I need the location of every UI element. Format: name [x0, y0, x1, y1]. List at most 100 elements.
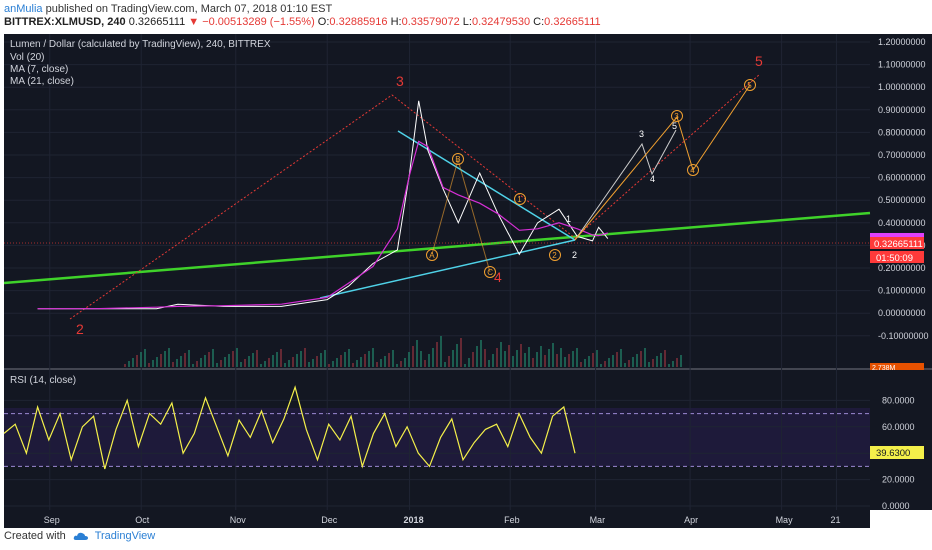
legend-title: Lumen / Dollar (calculated by TradingVie… [10, 39, 271, 50]
abc-label-a-circle [426, 249, 438, 261]
volume-bar [676, 358, 678, 367]
volume-bar [192, 364, 194, 367]
volume-bar [648, 362, 650, 367]
rsi-line[interactable] [3, 385, 576, 470]
circled-wave-label: 1 [517, 195, 522, 204]
rsi-badge [870, 446, 924, 459]
legend-ma21[interactable]: MA (21, close) [10, 76, 74, 87]
price-tick-label: 0.80000000 [878, 127, 926, 137]
volume-bar [268, 358, 270, 367]
abc-path[interactable] [431, 158, 491, 273]
low-label: L: [462, 16, 472, 28]
volume-bar [160, 354, 162, 367]
price-tick-label: 0.50000000 [878, 195, 926, 205]
volume-bar [324, 350, 326, 367]
volume-bar [488, 360, 490, 367]
volume-bar [172, 362, 174, 367]
circled-wave-label: 5 [747, 81, 752, 90]
volume-bar [656, 356, 658, 367]
volume-bar [344, 352, 346, 367]
volume-bar [572, 351, 574, 367]
circled-wave-label-circle [671, 110, 683, 122]
price-tick-label: 0.60000000 [878, 173, 926, 183]
price-axis[interactable] [870, 34, 932, 510]
circled-wave-label-circle [744, 79, 756, 91]
time-tick-label: Apr [684, 515, 698, 525]
ma7-series[interactable] [37, 140, 608, 310]
price-tick-label: 1.10000000 [878, 60, 926, 70]
volume-bar [220, 360, 222, 367]
abc-label-c-circle [484, 266, 496, 278]
volume-bar [456, 344, 458, 367]
volume-bar [224, 357, 226, 367]
legend-ma7[interactable]: MA (7, close) [10, 64, 68, 75]
volume-bar [248, 356, 250, 367]
volume-bar [376, 362, 378, 367]
volume-bars [124, 336, 682, 367]
volume-bar [436, 342, 438, 367]
volume-bar [580, 362, 582, 367]
time-tick-label: Mar [590, 515, 606, 525]
volume-bar [140, 352, 142, 367]
triangle-lower-line[interactable] [319, 239, 576, 299]
rsi-series[interactable] [3, 385, 576, 470]
volume-bar [228, 354, 230, 367]
chart-canvas[interactable]: Lumen / Dollar (calculated by TradingVie… [0, 34, 932, 528]
volume-bar [276, 352, 278, 367]
tradingview-brand[interactable]: TradingView [94, 530, 156, 542]
volume-bar [392, 350, 394, 367]
volume-bar [352, 363, 354, 367]
volume-bar [664, 350, 666, 367]
volume-bar [596, 350, 598, 367]
price-tick-label: 1.00000000 [878, 82, 926, 92]
volume-bar [452, 350, 454, 367]
orange-wave-path[interactable] [574, 84, 751, 241]
volume-bar [196, 361, 198, 367]
volume-bar [644, 348, 646, 367]
white-wave-path[interactable] [574, 129, 677, 241]
price-pane[interactable] [4, 34, 870, 368]
volume-bar [184, 353, 186, 367]
volume-bar [532, 358, 534, 367]
volume-bar [428, 354, 430, 367]
white-wave-label: 5 [672, 121, 677, 131]
published-text: published on TradingView.com, March 07, … [45, 3, 333, 15]
price-tick-label: 0.40000000 [878, 218, 926, 228]
volume-bar [260, 364, 262, 367]
author-link[interactable]: anMulia [4, 3, 43, 15]
green-trendline[interactable] [3, 211, 871, 285]
volume-bar [372, 348, 374, 367]
volume-bar [244, 359, 246, 367]
volume-bar [420, 351, 422, 367]
volume-bar [204, 355, 206, 367]
legend-vol[interactable]: Vol (20) [10, 52, 44, 63]
volume-bar [216, 363, 218, 367]
volume-bar [584, 359, 586, 367]
time-tick-label: Feb [504, 515, 520, 525]
white-wave-label: 1 [566, 214, 571, 224]
volume-bar [284, 363, 286, 367]
abc-label-b: B [455, 155, 460, 164]
abc-label-b-circle [452, 153, 464, 165]
price-tick-label: 0.70000000 [878, 150, 926, 160]
red-wave-channel[interactable] [69, 73, 761, 320]
volume-badge-text: 2.738M [872, 365, 896, 372]
circled-wave-label: 4 [690, 166, 695, 175]
legend-rsi[interactable]: RSI (14, close) [10, 375, 76, 386]
ohlc-line: BITTREX:XLMUSD, 240 0.32665111 ▼ −0.0051… [4, 16, 601, 28]
volume-bar [576, 348, 578, 367]
volume-bar [412, 346, 414, 367]
circled-wave-label-circle [687, 164, 699, 176]
volume-bar [304, 348, 306, 367]
volume-bar [360, 357, 362, 367]
volume-bar [484, 349, 486, 367]
white-wave-label: 3 [639, 129, 644, 139]
time-axis[interactable] [4, 510, 870, 528]
footer: Created with TradingView [4, 530, 155, 542]
volume-bar [364, 354, 366, 367]
volume-bar [280, 349, 282, 367]
volume-bar [524, 353, 526, 367]
volume-bar [444, 362, 446, 367]
time-tick-label: May [776, 515, 794, 525]
volume-bar [544, 355, 546, 367]
